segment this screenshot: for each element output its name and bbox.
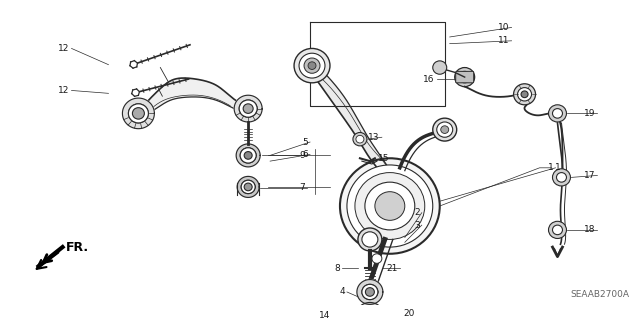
Circle shape (244, 183, 252, 191)
Text: 4: 4 (339, 287, 345, 296)
Circle shape (358, 228, 382, 251)
Polygon shape (237, 176, 259, 197)
Circle shape (355, 173, 425, 240)
Circle shape (240, 148, 256, 163)
Circle shape (441, 126, 449, 133)
Circle shape (436, 122, 452, 137)
Circle shape (433, 118, 457, 141)
Circle shape (433, 61, 447, 74)
Text: 14: 14 (319, 311, 330, 319)
Circle shape (362, 284, 378, 300)
Polygon shape (138, 78, 248, 116)
Circle shape (132, 108, 145, 119)
Circle shape (243, 104, 253, 113)
Circle shape (353, 132, 367, 146)
Circle shape (294, 48, 330, 83)
Circle shape (365, 182, 415, 230)
Text: FR.: FR. (65, 241, 89, 254)
Text: 2: 2 (414, 208, 420, 217)
FancyBboxPatch shape (456, 71, 474, 83)
Circle shape (459, 71, 470, 83)
Text: 9: 9 (300, 151, 305, 160)
Circle shape (304, 58, 320, 73)
Circle shape (356, 135, 364, 143)
Text: 8: 8 (334, 263, 340, 273)
Circle shape (365, 311, 375, 319)
Polygon shape (305, 66, 397, 192)
Circle shape (521, 91, 528, 98)
Circle shape (548, 221, 566, 239)
Circle shape (552, 169, 570, 186)
Circle shape (454, 68, 475, 87)
Circle shape (347, 165, 433, 247)
Circle shape (244, 152, 252, 159)
Circle shape (299, 53, 325, 78)
Text: 10: 10 (498, 23, 509, 32)
Polygon shape (236, 144, 260, 167)
Polygon shape (356, 302, 384, 319)
Circle shape (518, 88, 532, 101)
Text: 6: 6 (302, 150, 308, 159)
Text: 5: 5 (302, 137, 308, 146)
Circle shape (129, 104, 148, 123)
Text: 16: 16 (423, 75, 435, 84)
Text: 3: 3 (414, 221, 420, 230)
Circle shape (361, 307, 379, 319)
Text: 20: 20 (403, 309, 415, 318)
Circle shape (239, 100, 257, 117)
Text: 21: 21 (387, 263, 398, 273)
Text: 1: 1 (548, 163, 554, 172)
Text: 13: 13 (369, 133, 380, 142)
Text: 12: 12 (58, 44, 70, 53)
Circle shape (548, 105, 566, 122)
Circle shape (552, 225, 563, 235)
Text: SEAAB2700A: SEAAB2700A (570, 290, 629, 299)
Circle shape (340, 158, 440, 254)
Circle shape (241, 180, 255, 194)
Circle shape (372, 254, 382, 263)
Circle shape (513, 84, 536, 105)
Polygon shape (234, 95, 262, 122)
Text: 19: 19 (584, 109, 595, 118)
Circle shape (365, 288, 374, 296)
Polygon shape (122, 98, 154, 129)
Circle shape (375, 192, 405, 220)
Text: 11: 11 (498, 36, 509, 45)
Circle shape (308, 62, 316, 70)
Text: 1: 1 (554, 163, 560, 172)
Text: 17: 17 (584, 171, 595, 180)
Text: 12: 12 (58, 86, 70, 95)
Circle shape (557, 173, 566, 182)
Text: 18: 18 (584, 226, 595, 234)
Text: 15: 15 (378, 154, 390, 163)
Polygon shape (357, 279, 383, 304)
Circle shape (362, 232, 378, 247)
Circle shape (552, 108, 563, 118)
Text: 7: 7 (300, 183, 305, 192)
